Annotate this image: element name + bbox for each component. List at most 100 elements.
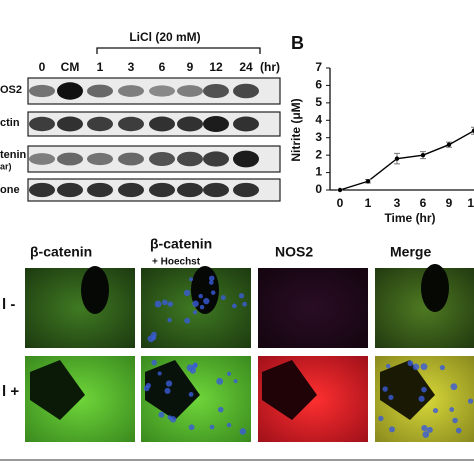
point bbox=[394, 156, 400, 161]
nucleus bbox=[422, 431, 430, 438]
nucleus bbox=[421, 386, 427, 393]
nucleus bbox=[143, 385, 150, 392]
row-label: OS2 bbox=[0, 84, 22, 96]
nucleus bbox=[192, 310, 198, 315]
panel-label: B bbox=[291, 33, 304, 53]
nucleus bbox=[157, 371, 162, 376]
band bbox=[29, 182, 55, 198]
point bbox=[471, 128, 474, 133]
band bbox=[203, 115, 229, 133]
nucleus bbox=[199, 304, 205, 310]
nucleus bbox=[188, 424, 195, 431]
nucleus bbox=[455, 427, 462, 434]
nucleus bbox=[165, 380, 173, 387]
y-axis-title: Nitrite (μM) bbox=[289, 98, 303, 161]
row-label: one bbox=[0, 184, 20, 196]
nucleus bbox=[226, 371, 232, 376]
band bbox=[29, 116, 55, 132]
band bbox=[149, 151, 175, 167]
x-tick-label: 6 bbox=[420, 196, 427, 210]
band bbox=[87, 182, 113, 198]
nucleus bbox=[162, 299, 168, 306]
line bbox=[339, 130, 474, 191]
band bbox=[149, 85, 175, 97]
nucleus bbox=[378, 415, 384, 422]
nucleus bbox=[439, 364, 446, 371]
band bbox=[177, 116, 203, 132]
band bbox=[29, 153, 55, 165]
band bbox=[87, 84, 113, 98]
bracket bbox=[96, 47, 261, 54]
nucleus bbox=[192, 363, 198, 369]
nucleus bbox=[220, 295, 226, 301]
band bbox=[118, 85, 144, 97]
nucleus bbox=[420, 363, 428, 371]
lane-label: (hr) bbox=[260, 60, 280, 74]
band bbox=[233, 83, 259, 99]
nucleus bbox=[238, 293, 245, 299]
nucleus bbox=[164, 387, 171, 394]
nucleus bbox=[158, 411, 165, 418]
band bbox=[87, 116, 113, 132]
nucleus bbox=[382, 386, 388, 392]
band bbox=[177, 85, 203, 97]
row-label: l + bbox=[2, 383, 19, 400]
nucleus bbox=[239, 428, 247, 435]
y-tick-label: 5 bbox=[315, 95, 322, 109]
band bbox=[57, 152, 83, 166]
column-subheader: + Hoechst bbox=[152, 257, 201, 268]
band bbox=[118, 182, 144, 198]
nuclei bbox=[143, 275, 474, 438]
row-label: l - bbox=[2, 296, 15, 313]
band bbox=[57, 182, 83, 198]
nucleus bbox=[208, 275, 215, 282]
nucleus bbox=[154, 300, 162, 308]
nucleus bbox=[452, 417, 458, 424]
lane-label: 12 bbox=[209, 60, 223, 74]
band bbox=[57, 82, 83, 100]
nucleus bbox=[189, 367, 197, 374]
lane-label: 9 bbox=[187, 60, 194, 74]
nucleus bbox=[217, 406, 224, 413]
x-tick-label: 1 bbox=[365, 196, 372, 210]
lane-label: 6 bbox=[159, 60, 166, 74]
band bbox=[203, 83, 229, 99]
band bbox=[149, 182, 175, 198]
nucleus bbox=[232, 303, 237, 309]
band bbox=[233, 182, 259, 198]
band bbox=[233, 150, 259, 168]
nucleus bbox=[183, 289, 191, 297]
nucleus bbox=[198, 293, 203, 299]
nucleus bbox=[407, 360, 414, 367]
x-tick-label: 9 bbox=[446, 196, 453, 210]
y-tick-label: 7 bbox=[315, 60, 322, 74]
blot-header: LiCl (20 mM) bbox=[129, 30, 200, 44]
nucleus bbox=[208, 280, 214, 285]
lane-label: CM bbox=[61, 60, 80, 74]
nucleus bbox=[210, 290, 216, 295]
band bbox=[203, 182, 229, 198]
x-tick-label: 0 bbox=[337, 196, 344, 210]
column-header: Merge bbox=[390, 244, 431, 260]
nucleus bbox=[216, 377, 224, 385]
band bbox=[177, 151, 203, 167]
nucleus bbox=[184, 317, 191, 324]
nucleus bbox=[192, 300, 199, 307]
nucleus bbox=[386, 363, 391, 369]
nucleus bbox=[167, 317, 172, 323]
lane-label: 0 bbox=[39, 60, 46, 74]
band bbox=[118, 116, 144, 132]
nucleus bbox=[151, 359, 157, 366]
point bbox=[420, 152, 426, 158]
x-tick-label: 12 bbox=[467, 196, 474, 210]
nucleus bbox=[151, 335, 157, 341]
x-tick-label: 3 bbox=[394, 196, 401, 210]
x-axis-title: Time (hr) bbox=[384, 211, 435, 225]
error-bar bbox=[471, 126, 474, 135]
band bbox=[118, 152, 144, 166]
y-tick-label: 4 bbox=[315, 112, 322, 126]
nucleus bbox=[450, 383, 458, 391]
band bbox=[57, 116, 83, 132]
y-tick-label: 3 bbox=[315, 130, 322, 144]
band bbox=[29, 84, 55, 98]
